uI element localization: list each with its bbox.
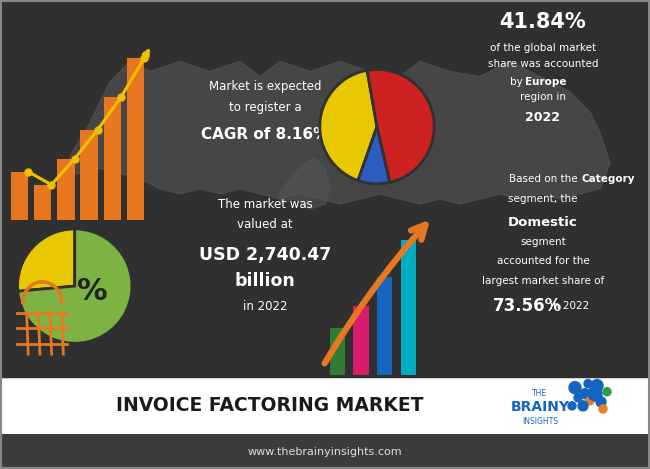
Polygon shape [60, 61, 610, 204]
Bar [34, 185, 51, 220]
Circle shape [569, 382, 581, 393]
Circle shape [568, 402, 576, 410]
Bar [57, 159, 75, 220]
Circle shape [599, 405, 607, 413]
Text: Market is expected: Market is expected [209, 80, 321, 93]
Text: by: by [510, 76, 526, 87]
Text: %: % [77, 277, 107, 306]
Text: segment, the: segment, the [508, 194, 578, 204]
Text: of the global market: of the global market [490, 43, 596, 53]
Circle shape [588, 386, 602, 401]
Text: INSIGHTS: INSIGHTS [522, 416, 558, 425]
Wedge shape [18, 229, 132, 343]
Text: in 2022: in 2022 [551, 301, 590, 311]
Bar [127, 58, 144, 220]
Bar [81, 129, 98, 220]
Bar [400, 240, 416, 375]
Text: in 2022: in 2022 [242, 300, 287, 313]
Wedge shape [358, 127, 390, 184]
Circle shape [591, 379, 603, 392]
Text: USD 2,740.47: USD 2,740.47 [199, 246, 331, 264]
Wedge shape [18, 229, 75, 291]
Text: www.thebrainyinsights.com: www.thebrainyinsights.com [248, 447, 402, 457]
Text: The market was: The market was [218, 197, 313, 211]
Bar [377, 277, 393, 375]
Text: Europe: Europe [525, 76, 567, 87]
Text: CAGR of 8.16%: CAGR of 8.16% [202, 127, 329, 142]
Circle shape [584, 379, 592, 388]
Wedge shape [367, 69, 434, 182]
Text: 73.56%: 73.56% [493, 297, 562, 315]
Circle shape [596, 397, 606, 407]
Text: 41.84%: 41.84% [500, 13, 586, 32]
Text: accounted for the: accounted for the [497, 256, 590, 266]
Bar [103, 97, 121, 220]
Text: to register a: to register a [229, 101, 302, 113]
Circle shape [603, 388, 611, 396]
Text: largest market share of: largest market share of [482, 276, 604, 286]
Text: Category: Category [581, 174, 634, 183]
Text: 2022: 2022 [525, 111, 560, 124]
Text: BRAINY: BRAINY [510, 400, 569, 414]
Circle shape [578, 401, 588, 411]
Bar [354, 306, 369, 375]
Text: THE: THE [532, 389, 547, 398]
Text: Domestic: Domestic [508, 216, 578, 229]
Text: share was accounted: share was accounted [488, 59, 598, 69]
Circle shape [580, 389, 590, 399]
Text: INVOICE FACTORING MARKET: INVOICE FACTORING MARKET [116, 396, 424, 416]
Wedge shape [320, 70, 377, 181]
Text: Based on the: Based on the [509, 174, 581, 183]
Bar [330, 328, 345, 375]
Text: valued at: valued at [237, 218, 292, 231]
Text: billion: billion [235, 272, 295, 290]
Circle shape [586, 397, 594, 405]
Bar [11, 172, 28, 220]
Polygon shape [280, 158, 330, 209]
Text: segment: segment [520, 237, 566, 247]
Text: region in: region in [520, 92, 566, 102]
Circle shape [574, 393, 582, 402]
